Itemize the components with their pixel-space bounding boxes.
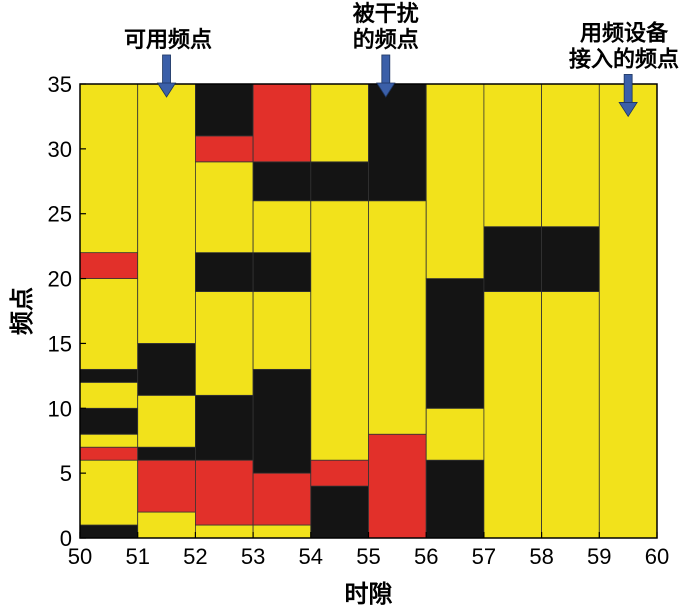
x-tick-label: 50 bbox=[68, 544, 92, 569]
y-tick-label: 10 bbox=[48, 396, 72, 421]
interfered-channel-cell bbox=[310, 459, 369, 487]
available-channel-cell bbox=[483, 83, 542, 228]
occupied-channel-cell bbox=[137, 343, 196, 396]
occupied-channel-cell bbox=[79, 407, 139, 435]
y-axis-label: 频点 bbox=[8, 287, 36, 335]
y-tick-label: 15 bbox=[48, 331, 72, 356]
available-channel-cell bbox=[137, 83, 196, 344]
x-axis-label: 时隙 bbox=[345, 580, 393, 608]
interfered-channel-cell bbox=[194, 135, 254, 163]
annotation-arrow-shaft bbox=[623, 74, 633, 105]
occupied-channel-cell bbox=[541, 226, 600, 292]
interfered-channel-cell bbox=[194, 459, 254, 526]
annotation-arrow-head bbox=[376, 82, 396, 98]
occupied-channel-cell bbox=[194, 83, 254, 137]
y-tick-label: 35 bbox=[48, 72, 72, 97]
annotation-label: 可用频点 bbox=[124, 27, 212, 53]
available-channel-cell bbox=[137, 394, 196, 448]
x-tick-label: 56 bbox=[414, 544, 438, 569]
heatmap-cells bbox=[79, 83, 658, 539]
x-tick-label: 58 bbox=[529, 544, 553, 569]
annotation-arrow-head bbox=[156, 82, 177, 98]
y-tick-label: 25 bbox=[48, 202, 72, 227]
available-channel-cell bbox=[194, 291, 254, 396]
occupied-channel-cell bbox=[79, 368, 139, 383]
x-tick-label: 52 bbox=[183, 544, 207, 569]
occupied-channel-cell bbox=[194, 394, 254, 461]
available-channel-cell bbox=[425, 407, 485, 461]
x-tick-label: 53 bbox=[241, 544, 265, 569]
occupied-channel-cell bbox=[194, 252, 254, 292]
interfered-channel-cell bbox=[79, 446, 139, 461]
occupied-channel-cell bbox=[310, 485, 369, 539]
available-channel-cell bbox=[310, 83, 369, 163]
available-channel-cell bbox=[425, 83, 485, 279]
interfered-channel-cell bbox=[252, 472, 312, 526]
annotation-arrow-shaft bbox=[381, 54, 391, 86]
occupied-channel-cell bbox=[252, 368, 312, 474]
occupied-channel-cell bbox=[252, 161, 312, 202]
annotation-label: 的频点 bbox=[353, 27, 419, 53]
annotation-arrow-head bbox=[618, 102, 638, 118]
available-channel-cell bbox=[252, 524, 312, 539]
occupied-channel-cell bbox=[368, 83, 427, 202]
interfered-channel-cell bbox=[252, 83, 312, 163]
interfered-channel-cell bbox=[79, 252, 139, 279]
annotation-label: 接入的频点 bbox=[569, 46, 679, 72]
y-tick-label: 5 bbox=[60, 461, 72, 486]
available-channel-cell bbox=[137, 511, 196, 539]
available-channel-cell bbox=[541, 291, 600, 539]
x-tick-label: 54 bbox=[299, 544, 323, 569]
available-channel-cell bbox=[79, 459, 139, 526]
axis-ticks: 50 51 52 53 54 55 56 57 58 59 60 0 5 10 15 20 25 30 35 bbox=[48, 72, 670, 569]
annotation-arrow-shaft bbox=[162, 54, 171, 86]
y-tick-label: 30 bbox=[48, 137, 72, 162]
x-tick-label: 55 bbox=[356, 544, 380, 569]
available-channel-cell bbox=[79, 83, 139, 254]
available-channel-cell bbox=[483, 291, 542, 539]
occupied-channel-cell bbox=[79, 524, 139, 539]
annotation-label: 被干扰 bbox=[353, 2, 419, 27]
annotation-label: 用频设备 bbox=[580, 20, 669, 46]
x-tick-label: 59 bbox=[587, 544, 611, 569]
occupied-channel-cell bbox=[425, 459, 485, 539]
occupied-channel-cell bbox=[310, 161, 369, 202]
occupied-channel-cell bbox=[137, 446, 196, 461]
available-channel-cell bbox=[252, 200, 312, 254]
available-channel-cell bbox=[310, 200, 369, 461]
y-tick-label: 0 bbox=[60, 526, 72, 551]
interfered-channel-cell bbox=[368, 433, 427, 539]
interfered-channel-cell bbox=[137, 459, 196, 513]
available-channel-cell bbox=[368, 200, 427, 435]
available-channel-cell bbox=[541, 83, 600, 228]
y-tick-label: 20 bbox=[48, 267, 72, 292]
x-tick-label: 60 bbox=[645, 544, 669, 569]
x-tick-label: 57 bbox=[472, 544, 496, 569]
occupied-channel-cell bbox=[425, 278, 485, 409]
available-channel-cell bbox=[79, 433, 139, 448]
available-channel-cell bbox=[194, 161, 254, 254]
available-channel-cell bbox=[252, 291, 312, 370]
available-channel-cell bbox=[79, 381, 139, 409]
occupied-channel-cell bbox=[252, 252, 312, 292]
occupied-channel-cell bbox=[483, 226, 542, 292]
available-channel-cell bbox=[79, 278, 139, 370]
x-tick-label: 51 bbox=[125, 544, 149, 569]
available-channel-cell bbox=[598, 83, 658, 539]
available-channel-cell bbox=[194, 524, 254, 539]
